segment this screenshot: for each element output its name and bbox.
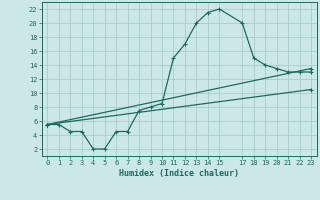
X-axis label: Humidex (Indice chaleur): Humidex (Indice chaleur)	[119, 169, 239, 178]
